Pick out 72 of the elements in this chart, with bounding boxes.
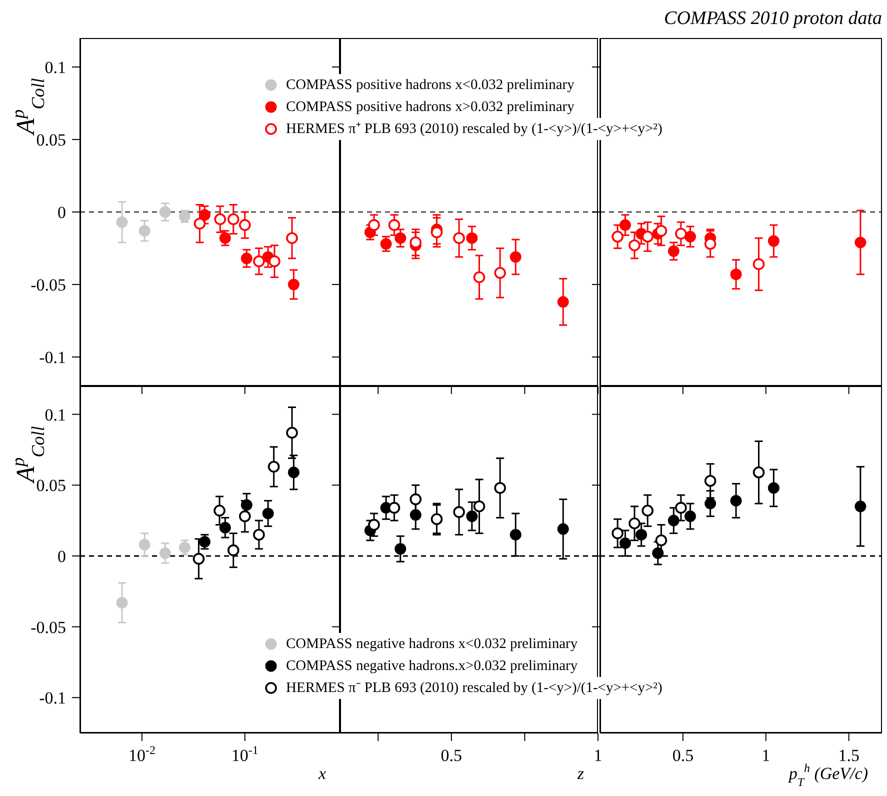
point — [388, 219, 400, 231]
legend-label: COMPASS negative hadrons.x>0.032 preliminary — [284, 655, 580, 677]
legend-label: COMPASS positive hadrons x>0.032 preliminary — [284, 96, 576, 118]
y-tick-label: 0.1 — [44, 58, 66, 77]
point — [655, 534, 668, 546]
point — [394, 232, 406, 244]
point — [466, 510, 478, 522]
point — [730, 494, 742, 506]
point — [453, 506, 465, 518]
y-tick-label: 0 — [58, 203, 66, 222]
point — [652, 547, 664, 559]
y-tick-label: -0.05 — [30, 618, 66, 637]
y-tick-label: 0.1 — [44, 405, 66, 424]
point — [612, 527, 624, 540]
point — [453, 232, 465, 244]
point — [668, 245, 680, 257]
point — [752, 258, 765, 270]
point — [668, 514, 680, 526]
legend-label: COMPASS positive hadrons x<0.032 preliminary — [284, 74, 576, 96]
legend-label: HERMES π⁻ PLB 693 (2010) rescaled by (1-<y>)/(1-<y>+<y>²) — [284, 677, 664, 699]
point — [619, 219, 631, 231]
point — [368, 219, 380, 231]
point — [510, 251, 522, 263]
point — [636, 528, 648, 540]
y-tick-label: 0 — [58, 546, 66, 566]
legend-label: COMPASS negative hadrons x<0.032 preliminary — [284, 633, 580, 655]
x-tick-label: 1 — [762, 746, 770, 765]
y-tick-label: -0.1 — [39, 688, 66, 708]
point — [394, 543, 406, 555]
point — [466, 232, 478, 244]
point — [752, 466, 765, 478]
x-tick-label: 10$^{-2}$ — [128, 743, 156, 765]
x-tick-label: 0.5 — [672, 746, 694, 765]
point — [642, 504, 654, 517]
point — [684, 230, 696, 242]
point — [628, 517, 640, 530]
point — [410, 493, 422, 506]
point — [494, 482, 506, 494]
point — [494, 267, 506, 279]
point — [675, 502, 687, 514]
point — [612, 230, 624, 243]
x-tick-label: 10$^{-1}$ — [231, 743, 258, 765]
point — [704, 238, 716, 250]
point — [380, 238, 392, 250]
y-tick-label: 0.05 — [36, 130, 66, 150]
point — [473, 271, 486, 284]
legend-label: HERMES π⁺ PLB 693 (2010) rescaled by (1-<y>)/(1-<y>+<y>²) — [284, 118, 664, 140]
point — [642, 230, 654, 243]
point — [704, 474, 716, 487]
y-tick-label: -0.05 — [30, 276, 66, 294]
point — [628, 239, 640, 252]
point — [557, 523, 569, 535]
x-axis-title: x — [317, 764, 326, 783]
point — [730, 268, 742, 280]
point — [619, 537, 631, 549]
point — [768, 235, 780, 247]
point — [368, 518, 380, 531]
point — [410, 509, 422, 521]
x-axis-title: z — [576, 764, 584, 783]
point — [854, 500, 866, 512]
point — [704, 498, 716, 510]
point — [510, 528, 522, 540]
point — [854, 236, 866, 248]
chart-title: COMPASS 2010 proton data — [664, 8, 882, 30]
x-tick-label: 1 — [594, 746, 602, 765]
point — [684, 510, 696, 522]
point — [675, 228, 687, 240]
point — [768, 482, 780, 494]
y-tick-label: -0.1 — [39, 348, 66, 367]
point — [473, 500, 486, 512]
x-tick-label: 0.5 — [440, 746, 462, 765]
point — [557, 296, 569, 308]
